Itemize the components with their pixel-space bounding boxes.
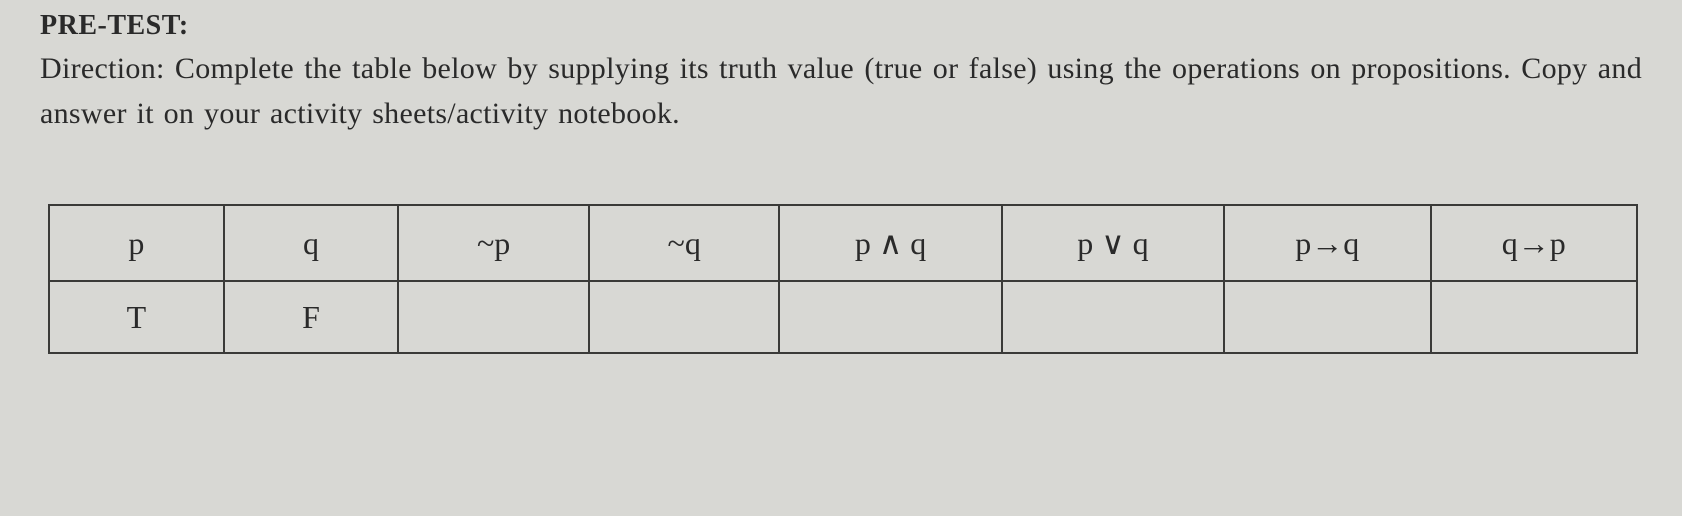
col-header-p: p bbox=[49, 205, 224, 281]
cell-p-or-q bbox=[1002, 281, 1224, 353]
table-row: T F bbox=[49, 281, 1637, 353]
col-header-not-q: ~q bbox=[589, 205, 780, 281]
col-header-q-implies-p: q→p bbox=[1431, 205, 1638, 281]
cell-q: F bbox=[224, 281, 399, 353]
cell-not-q bbox=[589, 281, 780, 353]
truth-table: p q ~p ~q p ∧ q p ∨ q p→q q→p T F bbox=[48, 204, 1638, 354]
col-header-not-p: ~p bbox=[398, 205, 589, 281]
col-header-q: q bbox=[224, 205, 399, 281]
table-header-row: p q ~p ~q p ∧ q p ∨ q p→q q→p bbox=[49, 205, 1637, 281]
cell-p-and-q bbox=[779, 281, 1001, 353]
cell-q-implies-p bbox=[1431, 281, 1638, 353]
col-header-p-and-q: p ∧ q bbox=[779, 205, 1001, 281]
col-header-p-or-q: p ∨ q bbox=[1002, 205, 1224, 281]
content-wrapper: PRE-TEST: Direction: Complete the table … bbox=[0, 0, 1682, 374]
direction-text: Direction: Complete the table below by s… bbox=[40, 46, 1642, 136]
cell-p-implies-q bbox=[1224, 281, 1430, 353]
col-header-p-implies-q: p→q bbox=[1224, 205, 1430, 281]
cell-not-p bbox=[398, 281, 589, 353]
pretest-label: PRE-TEST: bbox=[40, 10, 1642, 42]
cell-p: T bbox=[49, 281, 224, 353]
